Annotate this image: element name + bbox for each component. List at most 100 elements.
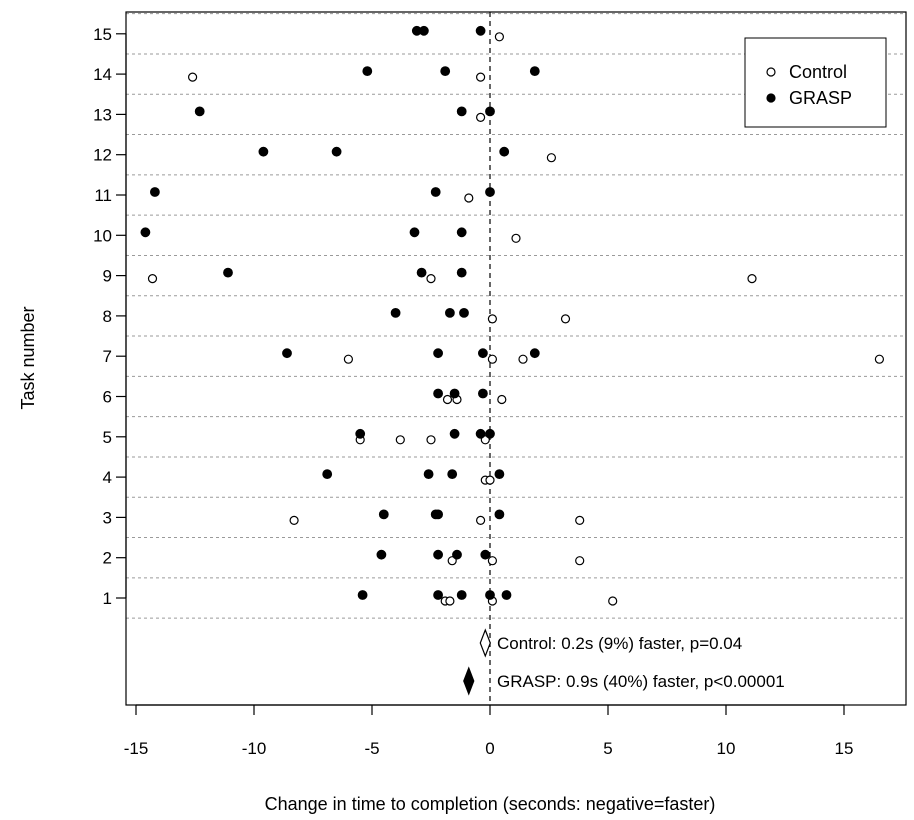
grasp-point [430, 187, 441, 197]
grasp-point [390, 308, 401, 318]
grasp-point [423, 469, 434, 480]
grasp-point [485, 428, 495, 439]
control-point [747, 274, 757, 284]
grasp-point [475, 428, 486, 439]
control-point [464, 193, 474, 203]
control-point [426, 435, 436, 445]
y-tick-label: 13 [93, 105, 112, 124]
grasp-point [456, 590, 467, 600]
grasp-point [282, 348, 292, 359]
control-point [608, 596, 618, 606]
grasp-point [409, 227, 420, 238]
grasp-point [433, 590, 444, 600]
y-tick-label: 9 [103, 267, 112, 286]
grasp-point [357, 590, 368, 600]
y-tick-label: 15 [93, 25, 112, 44]
legend-grasp-marker [766, 93, 776, 103]
grasp-point [433, 549, 444, 560]
grasp-point [478, 348, 488, 359]
x-tick-label: 10 [717, 739, 736, 758]
grasp-point [478, 388, 488, 399]
grasp-point [433, 348, 444, 359]
y-tick-label: 4 [103, 468, 112, 487]
x-tick-label: 5 [603, 739, 612, 758]
grasp-point [149, 187, 160, 197]
grasp-point [331, 146, 342, 157]
control-point [289, 515, 299, 526]
y-tick-label: 1 [103, 589, 112, 608]
grasp-point [452, 549, 462, 560]
y-tick-label: 3 [103, 508, 112, 527]
legend-control-marker [766, 67, 776, 77]
grasp-point [378, 509, 389, 520]
control-point [487, 354, 497, 364]
summary-estimates: Control: 0.2s (9%) faster, p=0.04 GRASP: … [463, 628, 785, 696]
control-point [560, 314, 571, 324]
control-point [476, 112, 486, 123]
grasp-point [499, 146, 510, 157]
control-point [476, 515, 486, 526]
grasp-point [376, 549, 387, 560]
control-point [575, 515, 585, 526]
grasp-point [322, 469, 333, 480]
control-point [487, 314, 497, 324]
grasp-point [494, 469, 505, 480]
control-point [518, 354, 528, 364]
y-tick-label: 8 [103, 307, 112, 326]
grasp-point [501, 590, 512, 600]
grasp-point [485, 106, 495, 117]
grasp-point [456, 106, 467, 117]
grasp-point [459, 308, 469, 318]
control-point [497, 394, 507, 405]
x-tick-label: -15 [124, 739, 149, 758]
control-point [874, 354, 885, 364]
x-tick-label: 15 [835, 739, 854, 758]
grasp-point [449, 428, 460, 439]
control-point [188, 72, 198, 82]
x-tick-label: -10 [242, 739, 267, 758]
grasp-point [529, 66, 540, 76]
y-axis-title: Task number [18, 306, 38, 409]
control-point [494, 32, 504, 42]
grasp-point [485, 187, 495, 197]
grasp-point [447, 469, 458, 480]
grasp-point [456, 227, 467, 238]
grasp-summary-diamond [463, 666, 475, 696]
x-axis: -15 -10 -5 0 5 10 15 [124, 704, 854, 758]
y-tick-label: 2 [103, 549, 112, 568]
grasp-point [445, 308, 455, 318]
control-point [147, 274, 158, 284]
grasp-point [529, 348, 540, 359]
grasp-point [194, 106, 205, 117]
control-point [485, 475, 495, 485]
control-point [476, 72, 486, 82]
y-tick-label: 12 [93, 146, 112, 165]
grasp-point [440, 66, 451, 76]
x-axis-title: Change in time to completion (seconds: n… [265, 794, 716, 814]
grasp-point [485, 590, 495, 600]
legend-grasp-label: GRASP [789, 88, 852, 108]
grasp-point [433, 388, 444, 399]
x-tick-label: -5 [364, 739, 379, 758]
grasp-point [449, 388, 460, 399]
control-summary-label: Control: 0.2s (9%) faster, p=0.04 [497, 634, 742, 653]
grasp-point [223, 267, 233, 278]
grasp-point [480, 549, 491, 560]
grasp-point [419, 25, 429, 36]
control-point [343, 354, 353, 364]
legend-control-label: Control [789, 62, 847, 82]
y-tick-label: 11 [94, 186, 112, 205]
grasp-summary-label: GRASP: 0.9s (40%) faster, p<0.00001 [497, 672, 785, 691]
y-tick-label: 6 [103, 388, 112, 407]
control-point [546, 153, 557, 163]
data-points [140, 25, 885, 606]
control-point [395, 435, 405, 445]
legend: Control GRASP [744, 37, 887, 128]
control-point [442, 394, 453, 405]
grasp-point [258, 146, 269, 157]
grasp-point [416, 267, 427, 278]
y-tick-label: 10 [93, 226, 112, 245]
x-tick-label: 0 [485, 739, 494, 758]
